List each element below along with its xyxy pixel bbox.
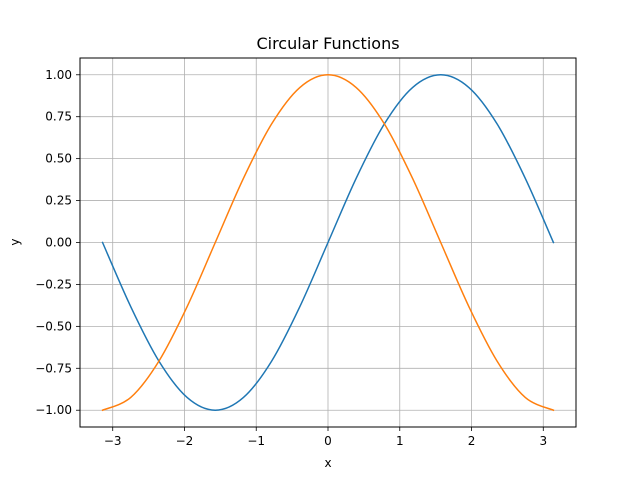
x-axis-label: x	[324, 456, 331, 470]
y-tick-label: 0.75	[45, 110, 72, 124]
y-axis-label: y	[8, 238, 22, 245]
y-tick-label: −1.00	[35, 403, 72, 417]
x-tick-label: −1	[247, 434, 265, 448]
tick-layer: −3 −2 −1 0 1 2 3 −1.00 −0.75 −0.50 −0.25 0.00 0.25 0.…	[35, 68, 547, 448]
series-line-2	[101, 74, 555, 412]
x-tick-label: 3	[539, 434, 547, 448]
series-line-1	[101, 74, 555, 411]
x-tick-label: 0	[324, 434, 332, 448]
y-tick-label: −0.50	[35, 319, 72, 333]
x-tick-label: 1	[396, 434, 404, 448]
y-tick-label: 0.00	[45, 236, 72, 250]
grid-lines	[80, 58, 576, 427]
y-tick-label: 1.00	[45, 68, 72, 82]
x-tick-label: 2	[468, 434, 476, 448]
y-tick-label: −0.25	[35, 277, 72, 291]
y-tick-label: 0.25	[45, 194, 72, 208]
chart-title: Circular Functions	[256, 34, 399, 53]
x-tick-label: −2	[176, 434, 194, 448]
y-tick-label: −0.75	[35, 361, 72, 375]
x-tick-label: −3	[104, 434, 122, 448]
series-layer	[101, 74, 555, 412]
y-tick-label: 0.50	[45, 152, 72, 166]
